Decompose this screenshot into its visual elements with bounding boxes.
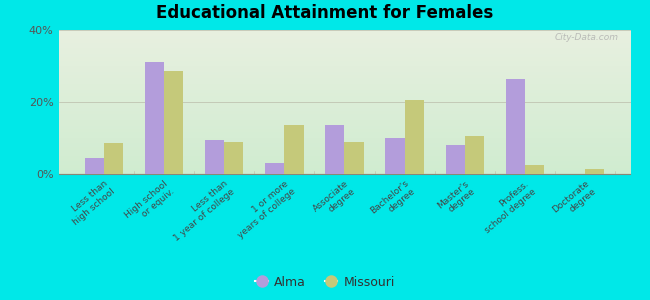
Bar: [446, 145, 465, 174]
Bar: [585, 169, 604, 174]
Bar: [265, 163, 284, 174]
Bar: [325, 125, 344, 174]
Bar: [506, 79, 525, 174]
Bar: [84, 158, 104, 174]
Bar: [525, 165, 544, 174]
Bar: [164, 71, 183, 174]
Text: Educational Attainment for Females: Educational Attainment for Females: [157, 4, 493, 22]
Bar: [284, 125, 304, 174]
Bar: [104, 143, 123, 174]
Bar: [205, 140, 224, 174]
Text: City-Data.com: City-Data.com: [555, 33, 619, 42]
Bar: [224, 142, 243, 174]
Legend: Alma, Missouri: Alma, Missouri: [250, 271, 400, 294]
Bar: [385, 138, 405, 174]
Bar: [405, 100, 424, 174]
Bar: [465, 136, 484, 174]
Bar: [344, 142, 364, 174]
Bar: [145, 62, 164, 174]
